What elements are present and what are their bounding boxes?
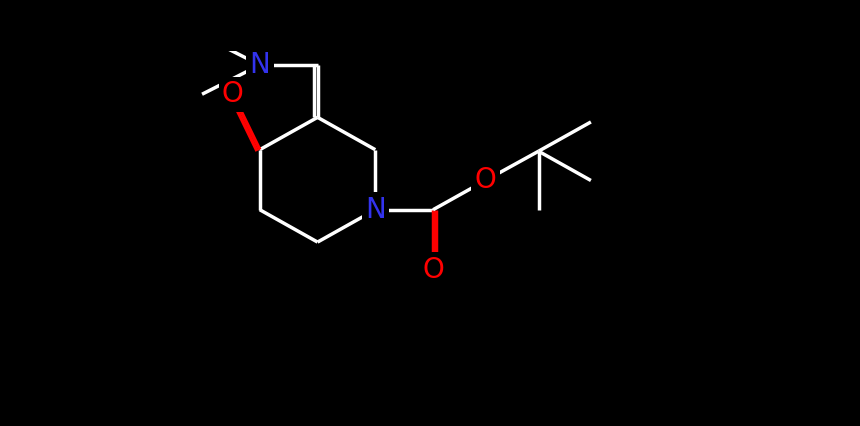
Text: O: O (475, 167, 496, 195)
Text: N: N (249, 51, 270, 79)
Text: N: N (365, 196, 385, 224)
Text: O: O (422, 256, 444, 284)
Text: O: O (222, 80, 243, 108)
